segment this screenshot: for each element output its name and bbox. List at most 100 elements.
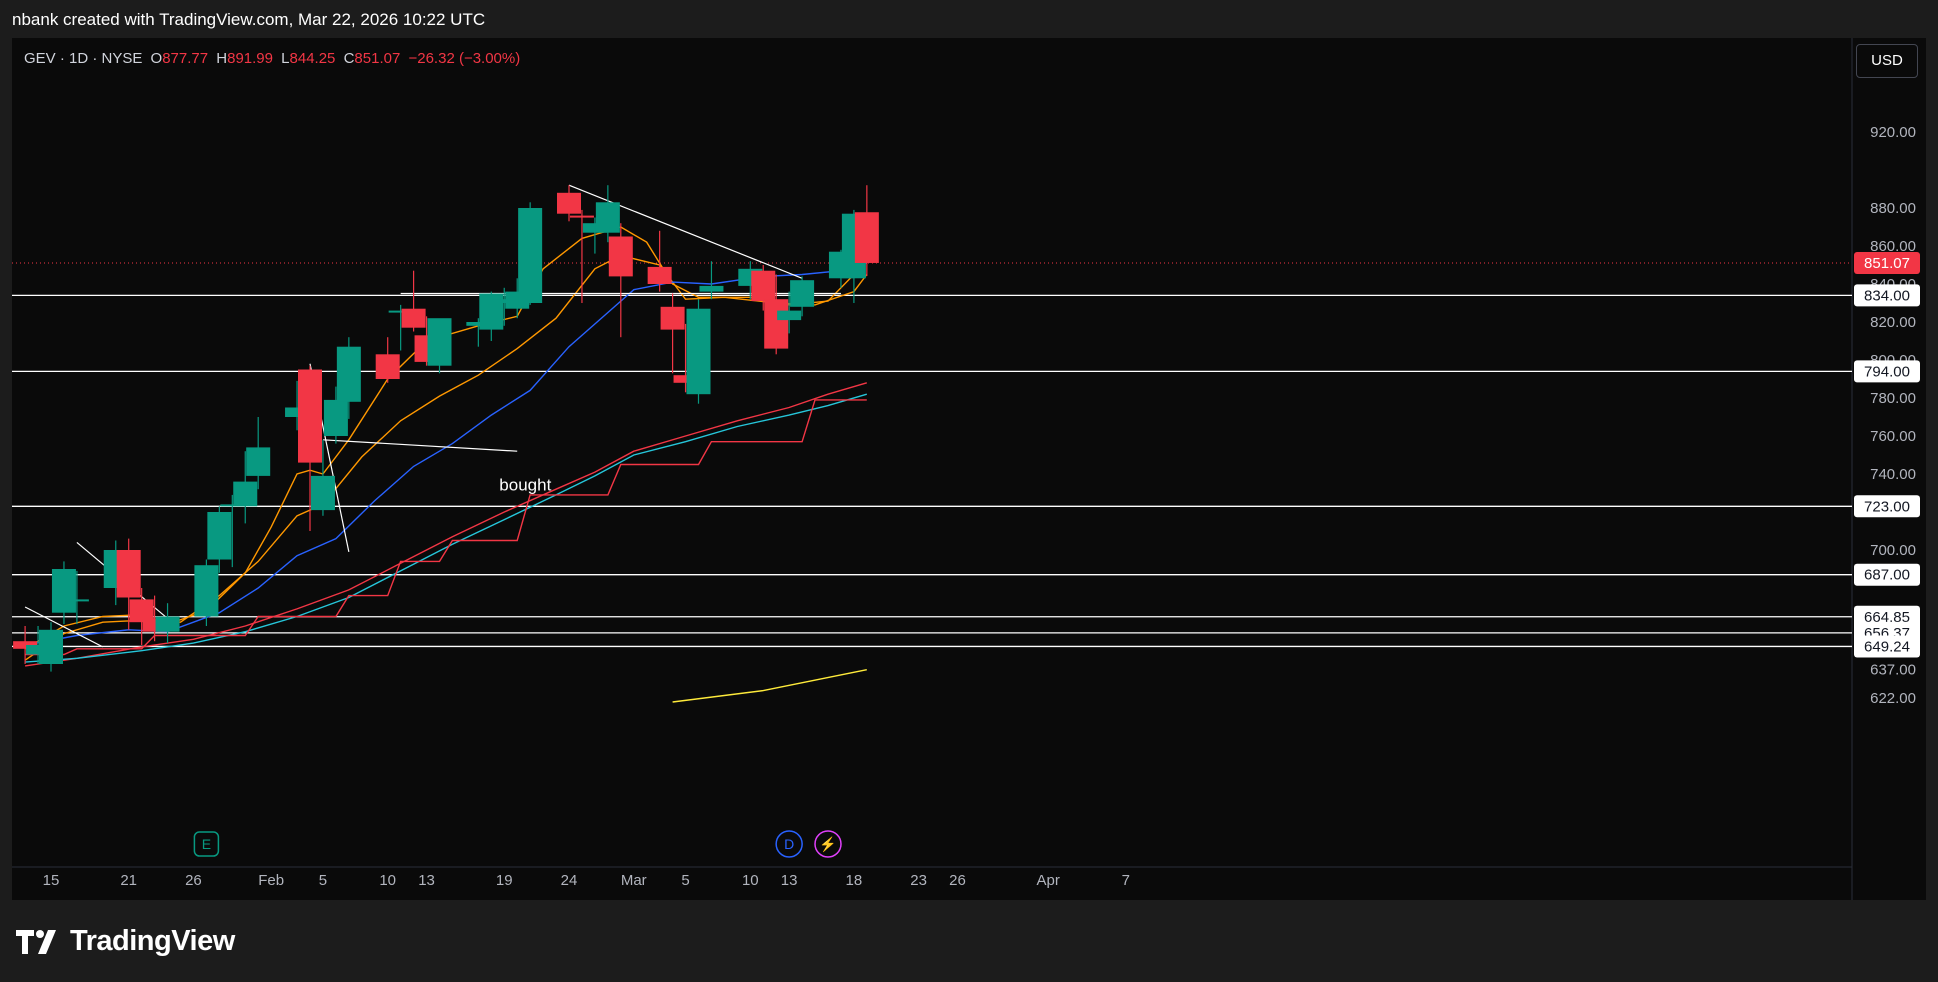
x-tick-label: 7: [1122, 872, 1130, 889]
candle-body[interactable]: [479, 293, 504, 330]
level-price-badge: [1854, 563, 1920, 586]
tradingview-logo-icon: [16, 929, 56, 954]
level-price-badge: [1854, 635, 1920, 658]
x-tick-label: Feb: [258, 872, 284, 889]
chart-panel[interactable]: 920.00880.00860.00840.00820.00800.00780.…: [12, 38, 1926, 900]
candle-body[interactable]: [647, 266, 672, 284]
candle-body[interactable]: [194, 565, 219, 617]
candle-body[interactable]: [51, 569, 76, 613]
moving-average-line: [24, 382, 867, 667]
candle-body[interactable]: [492, 299, 517, 303]
x-tick-label: 18: [846, 872, 863, 889]
level-price-label: 834.00: [1864, 287, 1910, 304]
ohlc-legend: GEV · 1D · NYSE O877.77 H891.99 L844.25 …: [24, 50, 524, 67]
dividend-event-icon[interactable]: [775, 830, 803, 858]
candle-body[interactable]: [466, 322, 491, 326]
candle-body[interactable]: [323, 399, 348, 436]
candle-body[interactable]: [401, 308, 426, 328]
candle-body[interactable]: [518, 208, 543, 303]
y-tick-label: 740.00: [1870, 466, 1916, 483]
earnings-event-label: E: [202, 836, 211, 852]
x-tick-label: 26: [949, 872, 966, 889]
open-label: O: [150, 50, 163, 67]
candle-body[interactable]: [854, 212, 879, 263]
moving-average-line: [24, 262, 867, 646]
candle-body[interactable]: [608, 236, 633, 277]
level-price-label: 649.24: [1864, 638, 1910, 655]
candle-body[interactable]: [790, 280, 815, 307]
candle-body[interactable]: [233, 481, 258, 507]
symbol-info[interactable]: GEV · 1D · NYSE: [24, 50, 143, 67]
candle-body[interactable]: [246, 447, 271, 476]
candle-body[interactable]: [388, 310, 413, 313]
level-price-badge: [1854, 495, 1920, 518]
last-price-label: 851.07: [1864, 255, 1910, 272]
earnings-event-icon[interactable]: [193, 831, 220, 857]
candle-body[interactable]: [116, 550, 141, 598]
y-tick-label: 780.00: [1870, 390, 1916, 407]
candle-body[interactable]: [673, 375, 698, 383]
moving-average-line: [25, 399, 867, 656]
level-price-label: 664.85: [1864, 609, 1910, 626]
candle-body[interactable]: [285, 407, 310, 418]
candle-body[interactable]: [686, 308, 711, 395]
trend-line[interactable]: [322, 439, 518, 452]
candle-body[interactable]: [336, 346, 361, 402]
candle-body[interactable]: [39, 629, 63, 664]
y-tick-label: 880.00: [1870, 200, 1916, 217]
candle-body[interactable]: [582, 223, 607, 233]
candle-body[interactable]: [129, 599, 154, 623]
x-tick-label: 5: [319, 872, 327, 889]
x-tick-label: 15: [43, 872, 60, 889]
footer: [0, 900, 1938, 982]
candle-body[interactable]: [427, 318, 452, 366]
tradingview-brand: TradingView: [70, 925, 235, 957]
candle-body[interactable]: [569, 215, 594, 218]
moving-average-line: [672, 669, 867, 703]
chart-canvas[interactable]: 920.00880.00860.00840.00820.00800.00780.…: [12, 38, 1926, 900]
moving-average-line: [25, 393, 867, 663]
split-event-icon[interactable]: [814, 830, 842, 858]
annotation-text: bought: [499, 476, 551, 495]
trend-line[interactable]: [24, 606, 104, 648]
x-tick-label: 26: [185, 872, 202, 889]
moving-average-line: [24, 226, 868, 650]
candle-body[interactable]: [26, 645, 51, 655]
low-label: L: [281, 50, 290, 67]
x-tick-label: Mar: [621, 872, 647, 889]
x-tick-label: 21: [120, 872, 137, 889]
y-tick-label: 920.00: [1870, 124, 1916, 141]
candle-body[interactable]: [751, 270, 776, 302]
candle-body[interactable]: [375, 354, 400, 379]
candle-body[interactable]: [64, 599, 89, 602]
candle-body[interactable]: [660, 306, 685, 330]
x-tick-label: Apr: [1036, 872, 1059, 889]
x-tick-label: 13: [781, 872, 798, 889]
y-tick-label: 700.00: [1870, 542, 1916, 559]
candle-body[interactable]: [207, 512, 232, 560]
low-value: 844.25: [289, 50, 336, 67]
candle-body[interactable]: [699, 285, 724, 292]
x-tick-label: 23: [910, 872, 927, 889]
currency-button[interactable]: USD: [1856, 44, 1918, 78]
x-tick-label: 10: [379, 872, 396, 889]
close-label: C: [343, 50, 355, 67]
x-tick-label: 13: [418, 872, 435, 889]
tradingview-logo[interactable]: TradingView: [16, 925, 235, 958]
x-tick-label: 5: [681, 872, 689, 889]
candle-body[interactable]: [595, 202, 620, 233]
level-price-badge: [1854, 360, 1920, 383]
open-value: 877.77: [162, 50, 209, 67]
candle-body[interactable]: [155, 616, 180, 632]
high-label: H: [216, 50, 228, 67]
close-value: 851.07: [354, 50, 401, 67]
candle-body[interactable]: [310, 475, 335, 511]
candle-body[interactable]: [777, 310, 802, 321]
y-tick-label: 637.00: [1870, 662, 1916, 679]
candle-body[interactable]: [764, 299, 789, 349]
y-tick-label: 622.00: [1870, 690, 1916, 707]
candle-body[interactable]: [13, 641, 38, 649]
candle-body[interactable]: [220, 504, 245, 507]
candle-body[interactable]: [557, 192, 581, 214]
candle-body[interactable]: [298, 369, 322, 463]
